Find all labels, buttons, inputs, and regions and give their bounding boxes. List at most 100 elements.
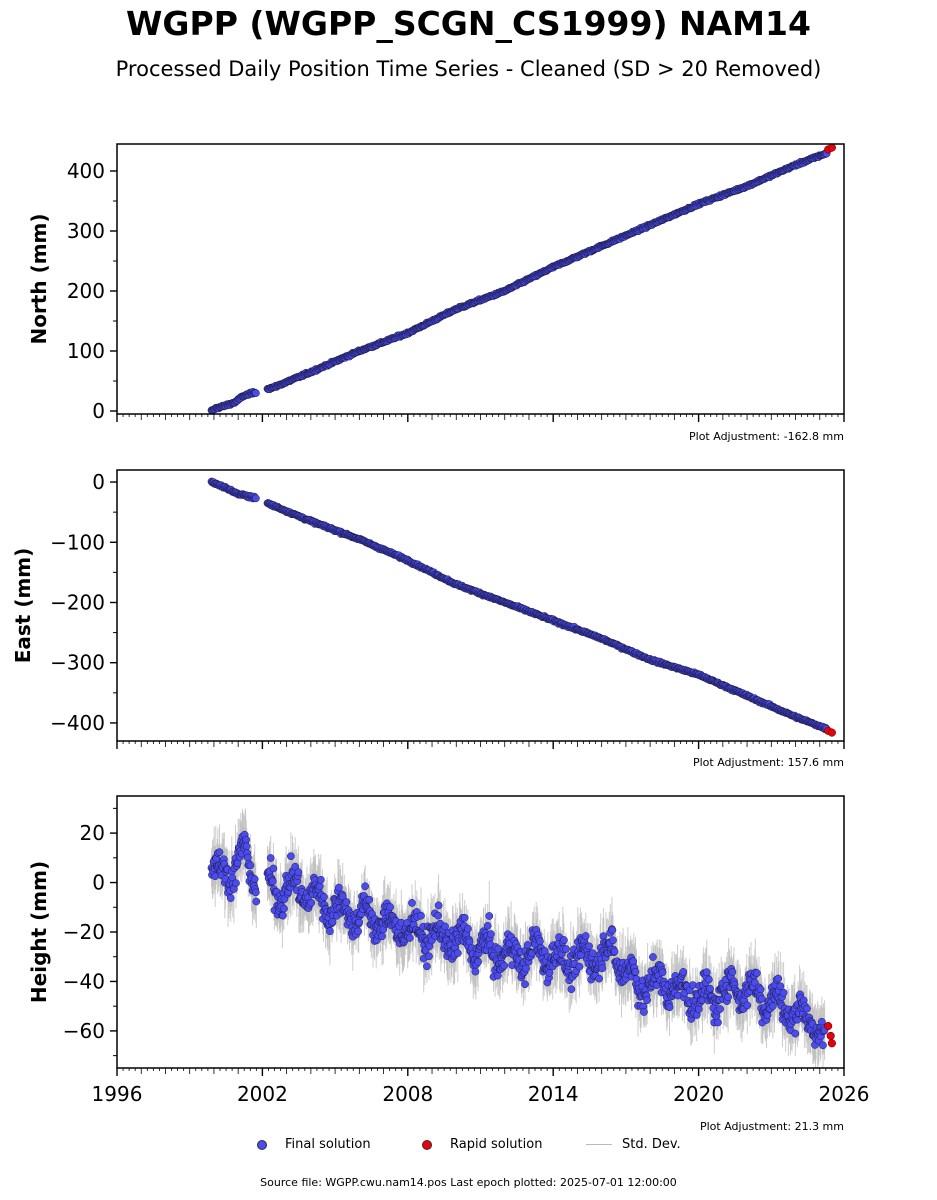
y-tick-label: −20 xyxy=(63,920,105,944)
final-solution-point xyxy=(232,879,240,888)
legend-rapid: Rapid solution xyxy=(422,1137,542,1152)
final-solution-point xyxy=(702,968,711,977)
plot-adjustment-label: Plot Adjustment: -162.8 mm xyxy=(689,430,844,443)
final-solution-point xyxy=(242,842,251,851)
rapid-solution-point xyxy=(827,144,836,152)
plot-adjustment-label: Plot Adjustment: 157.6 mm xyxy=(693,756,844,769)
final-solution-point xyxy=(819,1041,827,1050)
final-solution-point xyxy=(246,861,255,870)
final-solution-point xyxy=(326,927,334,936)
legend-std-marker xyxy=(586,1144,612,1145)
final-solution-point xyxy=(423,962,431,971)
y-tick-label: −200 xyxy=(50,590,105,614)
final-solution-point xyxy=(500,961,509,970)
final-solution-point xyxy=(756,985,765,994)
final-solution-point xyxy=(294,868,303,877)
final-solution-point xyxy=(266,854,275,862)
y-tick-label: −40 xyxy=(63,969,105,993)
final-solution-point xyxy=(342,898,351,906)
legend-rapid-marker xyxy=(422,1139,432,1150)
final-solution-point xyxy=(279,911,287,920)
final-solution-point xyxy=(471,967,480,976)
final-solution-point xyxy=(743,1001,752,1010)
final-solution-point xyxy=(643,996,651,1005)
final-solution-point xyxy=(728,968,737,976)
axes-frame xyxy=(116,143,845,415)
final-solution-point xyxy=(251,888,260,897)
y-tick-label: −400 xyxy=(50,711,105,735)
legend-final: Final solution xyxy=(257,1137,371,1152)
final-solution-point xyxy=(425,952,433,961)
plot-area xyxy=(207,808,836,1068)
final-solution-point xyxy=(242,835,251,844)
y-tick-label: 20 xyxy=(80,821,105,845)
final-solution-point xyxy=(252,897,261,906)
y-tick-label: 400 xyxy=(67,159,105,183)
final-solution-point xyxy=(252,494,260,503)
final-solution-point xyxy=(441,922,449,931)
final-solution-point xyxy=(226,894,235,902)
final-solution-point xyxy=(453,949,462,957)
final-solution-point xyxy=(361,882,369,891)
final-solution-point xyxy=(609,936,617,945)
final-solution-point xyxy=(354,927,362,936)
legend-final-label: Final solution xyxy=(285,1137,371,1152)
final-solution-point xyxy=(408,899,416,907)
final-solution-point xyxy=(315,882,324,891)
x-tick-label: 2002 xyxy=(237,1082,288,1106)
rapid-solution-point xyxy=(826,1031,835,1040)
y-tick-label: −300 xyxy=(50,651,105,675)
final-solution-point xyxy=(280,904,288,913)
final-solution-point xyxy=(307,898,316,907)
final-solution-point xyxy=(818,1017,826,1026)
legend-rapid-label: Rapid solution xyxy=(450,1137,543,1152)
x-tick-label: 2026 xyxy=(819,1082,870,1106)
y-axis-label: North (mm) xyxy=(27,213,51,344)
panel-3: 20 0 −20 −40 −60 1996 2002 2008 2014 2020 2026 Heig… xyxy=(27,795,870,1133)
final-solution-point xyxy=(595,974,603,983)
final-solution-point xyxy=(694,1005,703,1013)
final-solution-point xyxy=(774,974,783,983)
final-solution-point xyxy=(575,962,584,971)
legend-final-marker xyxy=(257,1139,267,1150)
final-solution-point xyxy=(487,930,495,938)
footer-source: Source file: WGPP.cwu.nam14.pos Last epo… xyxy=(260,1176,677,1189)
final-solution-point xyxy=(716,1005,724,1013)
final-solution-point xyxy=(724,993,732,1001)
rapid-solution-point xyxy=(824,1021,833,1031)
final-solution-point xyxy=(610,947,619,956)
plot-area xyxy=(207,144,836,414)
final-solution-point xyxy=(562,945,570,953)
final-solution-point xyxy=(252,389,260,397)
plot-adjustment-label: Plot Adjustment: 21.3 mm xyxy=(700,1120,844,1133)
final-solution-point xyxy=(757,994,766,1003)
panel-2: 0 −100 −200 −300 −400 East (mm) Plot Adjustmen… xyxy=(11,469,845,769)
final-solution-point xyxy=(268,877,277,886)
y-tick-label: 300 xyxy=(67,219,105,243)
final-solution-point xyxy=(598,964,607,973)
final-solution-point xyxy=(705,975,713,984)
final-solution-point xyxy=(464,924,472,933)
final-solution-point xyxy=(753,969,761,977)
final-solution-point xyxy=(714,1018,722,1027)
final-solution-point xyxy=(523,941,532,949)
final-solution-point xyxy=(521,980,529,989)
final-solution-point xyxy=(588,949,597,958)
final-solution-point xyxy=(649,953,657,961)
final-solution-point xyxy=(791,1029,800,1038)
final-solution-point xyxy=(776,982,785,991)
final-solution-point xyxy=(250,875,259,883)
chart-subtitle: Processed Daily Position Time Series - C… xyxy=(115,57,822,81)
final-solution-point xyxy=(769,1002,777,1010)
plot-area xyxy=(207,477,836,737)
final-solution-point xyxy=(483,921,492,930)
rapid-solution-point xyxy=(827,728,836,737)
final-solution-point xyxy=(629,957,638,966)
legend: Final solution Rapid solution Std. Dev. xyxy=(250,1137,750,1157)
rapid-solution-point xyxy=(827,1039,836,1048)
y-tick-label: −60 xyxy=(63,1019,105,1043)
x-tick-label: 2008 xyxy=(382,1082,433,1106)
x-tick-label: 1996 xyxy=(92,1082,143,1106)
final-solution-point xyxy=(485,912,494,920)
final-solution-point xyxy=(434,911,442,920)
